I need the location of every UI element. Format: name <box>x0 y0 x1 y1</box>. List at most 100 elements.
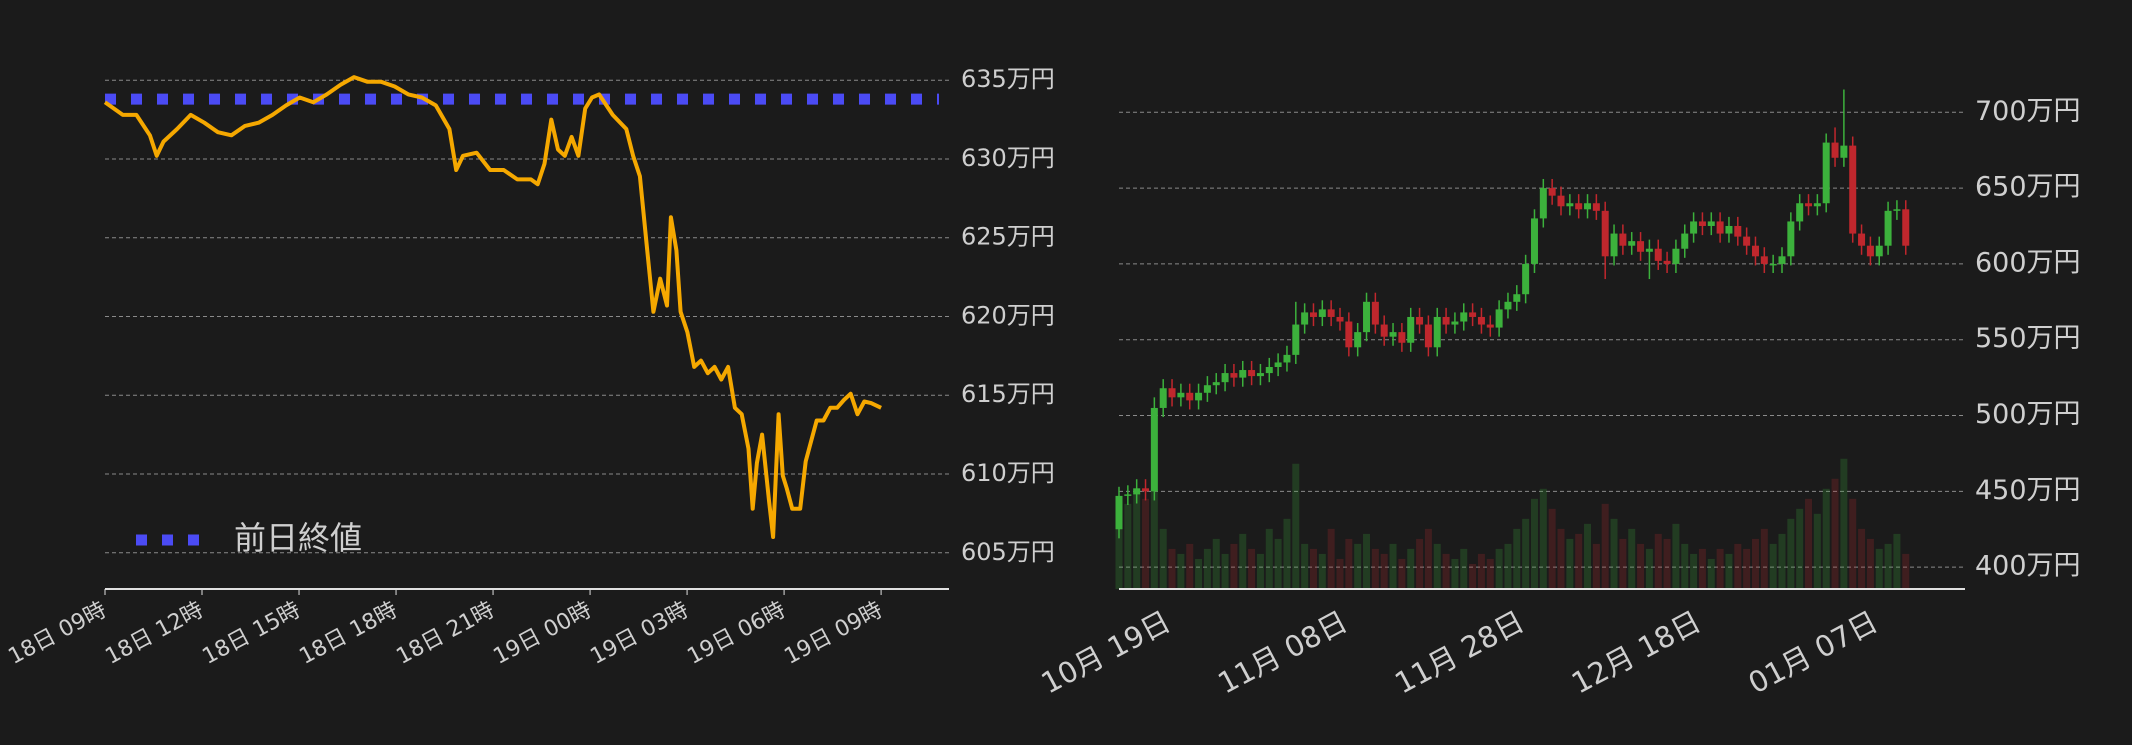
candle-body <box>1716 221 1724 234</box>
volume-bar <box>1380 553 1388 589</box>
volume-bar <box>1769 543 1777 589</box>
volume-bar <box>1504 543 1512 589</box>
candle-body <box>1186 392 1194 401</box>
y-tick-label: 400万円 <box>1975 551 2081 582</box>
candle-body <box>1318 309 1326 317</box>
volume-bar <box>1221 553 1229 589</box>
volume-bar <box>1309 548 1317 589</box>
volume-bar <box>1760 528 1768 589</box>
candle-body <box>1813 203 1821 207</box>
candle-body <box>1292 324 1300 355</box>
candle-body <box>1698 221 1706 226</box>
volume-bar <box>1513 528 1521 589</box>
candle-body <box>1566 203 1574 207</box>
legend-label: 前日終値 <box>234 519 362 557</box>
candle-body <box>1787 221 1795 257</box>
candle-body <box>1734 225 1742 237</box>
volume-bar <box>1822 488 1830 589</box>
volume-bar <box>1619 538 1627 589</box>
candle-body <box>1778 256 1786 264</box>
volume-bar <box>1628 528 1636 589</box>
candle-body <box>1849 145 1857 234</box>
volume-bar <box>1301 543 1309 589</box>
volume-bar <box>1407 548 1415 589</box>
y-tick-label: 700万円 <box>1975 96 2081 127</box>
candle-body <box>1398 332 1406 343</box>
volume-bar <box>1530 498 1538 589</box>
volume-bar <box>1203 548 1211 589</box>
y-tick-label: 620万円 <box>961 301 1055 329</box>
y-tick-label: 450万円 <box>1975 475 2081 506</box>
candle-body <box>1460 312 1468 322</box>
volume-bar <box>1725 553 1733 589</box>
candle-body <box>1274 362 1282 368</box>
volume-bar <box>1133 493 1141 589</box>
volume-bar <box>1566 538 1574 589</box>
price-line <box>103 75 882 539</box>
candle-body <box>1477 316 1485 325</box>
candle-body <box>1230 373 1238 378</box>
volume-bar <box>1743 548 1751 589</box>
candle-body <box>1248 370 1256 377</box>
candle-body <box>1610 233 1618 257</box>
volume-bar <box>1840 458 1848 589</box>
volume-bar <box>1522 518 1530 589</box>
y-tick-label: 605万円 <box>961 538 1055 566</box>
candle-body <box>1530 218 1538 264</box>
volume-bar <box>1318 553 1326 589</box>
candle-body <box>1469 312 1477 317</box>
volume-bar <box>1327 528 1335 589</box>
candle-body <box>1424 324 1432 348</box>
candle-body <box>1513 294 1521 302</box>
volume-bar <box>1168 548 1176 589</box>
candle-body <box>1751 245 1759 257</box>
candle-body <box>1743 236 1751 246</box>
volume-bar <box>1195 558 1203 589</box>
volume-bar <box>1584 523 1592 589</box>
volume-bar <box>1212 538 1220 589</box>
volume-bar <box>1637 543 1645 589</box>
candle-body <box>1902 209 1910 246</box>
volume-bar <box>1690 553 1698 589</box>
volume-bar <box>1186 543 1194 589</box>
candle-body <box>1451 321 1459 325</box>
volume-bar <box>1292 463 1300 589</box>
candle-body <box>1495 309 1503 328</box>
y-tick-label: 600万円 <box>1975 247 2081 278</box>
y-tick-label: 630万円 <box>961 144 1055 172</box>
candle-body <box>1637 241 1645 252</box>
volume-bar <box>1548 508 1556 589</box>
candle-body <box>1672 248 1680 264</box>
volume-bar <box>1416 538 1424 589</box>
volume-bar <box>1398 558 1406 589</box>
candle-body <box>1150 407 1158 492</box>
candle-body <box>1805 203 1813 207</box>
candle-body <box>1336 316 1344 322</box>
volume-bar <box>1654 533 1662 589</box>
volume-bar <box>1601 503 1609 589</box>
volume-bar <box>1239 533 1247 589</box>
candle-body <box>1831 142 1839 158</box>
y-tick-label: 635万円 <box>961 65 1055 93</box>
volume-bar <box>1645 548 1653 589</box>
candle-body <box>1256 373 1264 377</box>
candle-body <box>1557 195 1565 207</box>
volume-bar <box>1831 478 1839 589</box>
candle-body <box>1866 245 1874 257</box>
volume-bar <box>1849 498 1857 589</box>
volume-bar <box>1707 558 1715 589</box>
volume-bar <box>1716 548 1724 589</box>
candle-body <box>1177 392 1185 398</box>
candle-body <box>1654 248 1662 261</box>
volume-bar <box>1751 538 1759 589</box>
volume-bar <box>1539 488 1547 589</box>
candle-body <box>1124 494 1132 496</box>
candle-body <box>1663 260 1671 264</box>
volume-bar <box>1477 553 1485 589</box>
volume-bar <box>1495 548 1503 589</box>
volume-bar <box>1663 538 1671 589</box>
y-tick-label: 610万円 <box>961 459 1055 487</box>
candle-body <box>1760 256 1768 264</box>
volume-bar <box>1902 553 1910 589</box>
